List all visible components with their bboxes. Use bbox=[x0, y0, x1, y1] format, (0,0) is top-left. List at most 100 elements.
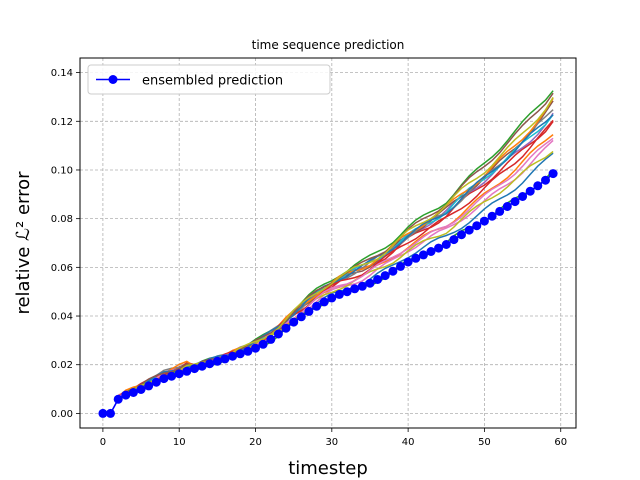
x-tick-label: 20 bbox=[249, 437, 262, 448]
ensembled-point bbox=[548, 169, 558, 179]
member-series bbox=[117, 90, 554, 402]
member-line bbox=[117, 114, 554, 399]
x-tick-label: 40 bbox=[402, 437, 415, 448]
ensembled-point bbox=[304, 306, 314, 316]
ensembled-point bbox=[273, 329, 283, 339]
ensembled-point bbox=[388, 266, 398, 276]
y-tick-label: 0.08 bbox=[51, 214, 73, 225]
y-tick-label: 0.00 bbox=[51, 409, 73, 420]
ensembled-point bbox=[472, 221, 482, 231]
member-line bbox=[117, 92, 554, 401]
member-line bbox=[117, 112, 554, 401]
y-axis: 0.00 0.02 0.04 0.06 0.08 0.10 0.12 0.14 bbox=[51, 68, 80, 420]
ensembled-point bbox=[449, 235, 459, 245]
ensembled-point bbox=[182, 366, 192, 376]
ensembled-point bbox=[396, 261, 405, 271]
ensembled-point bbox=[266, 334, 276, 344]
ensembled-point bbox=[502, 202, 512, 211]
ensembled-point bbox=[190, 364, 199, 374]
ensembled-point bbox=[525, 186, 535, 196]
ensembled-point bbox=[144, 381, 154, 391]
y-tick-label: 0.02 bbox=[51, 360, 73, 371]
ensembled-point bbox=[441, 240, 451, 249]
ensembled-point bbox=[296, 312, 306, 322]
x-tick-label: 50 bbox=[478, 437, 491, 448]
ensembled-point bbox=[113, 394, 123, 404]
ensembled-point bbox=[159, 374, 169, 384]
y-tick-label: 0.10 bbox=[51, 165, 73, 176]
grid bbox=[80, 58, 576, 428]
member-line bbox=[117, 97, 554, 402]
x-axis-title: timestep bbox=[288, 458, 368, 479]
ensembled-point bbox=[380, 271, 390, 281]
y-tick-label: 0.14 bbox=[51, 68, 73, 79]
ensembled-point bbox=[167, 371, 177, 381]
ensembled-point bbox=[342, 287, 352, 297]
ensembled-point bbox=[235, 349, 245, 359]
ensembled-point bbox=[220, 354, 230, 364]
member-line bbox=[117, 119, 554, 397]
ensembled-point bbox=[243, 346, 253, 356]
ensembled-point bbox=[426, 247, 436, 256]
ensembled-point bbox=[479, 216, 489, 226]
legend-box bbox=[87, 64, 331, 95]
chart-title: time sequence prediction bbox=[252, 38, 405, 52]
y-tick-label: 0.04 bbox=[51, 312, 73, 323]
x-tick-label: 30 bbox=[325, 437, 338, 448]
legend: ensembled prediction bbox=[87, 64, 331, 95]
member-line bbox=[117, 109, 554, 397]
ensembled-point bbox=[418, 250, 428, 260]
ensembled-series bbox=[98, 169, 558, 418]
ensembled-point bbox=[357, 281, 367, 291]
y-axis-title: relative ℒ² error bbox=[13, 171, 34, 315]
ensembled-point bbox=[251, 343, 260, 353]
ensembled-point bbox=[510, 197, 520, 207]
ensembled-point bbox=[319, 297, 329, 307]
legend-label: ensembled prediction bbox=[142, 74, 283, 89]
x-tick-label: 0 bbox=[100, 437, 106, 448]
ensembled-point bbox=[541, 175, 550, 185]
ensembled-point bbox=[228, 351, 238, 361]
ensembled-point bbox=[212, 356, 222, 366]
plot-frame bbox=[79, 57, 577, 429]
member-line bbox=[117, 100, 554, 398]
ensembled-point bbox=[121, 390, 131, 400]
ensembled-point bbox=[518, 192, 528, 201]
ensembled-point bbox=[365, 278, 375, 288]
ensembled-point bbox=[334, 289, 344, 299]
ensembled-point bbox=[258, 339, 268, 349]
ensembled-point bbox=[434, 243, 444, 253]
ensembled-point bbox=[136, 385, 146, 394]
ensembled-point bbox=[312, 301, 322, 311]
legend-marker bbox=[108, 75, 118, 84]
ensembled-point bbox=[197, 361, 207, 371]
ensembled-point bbox=[487, 211, 497, 221]
ensembled-point bbox=[174, 369, 184, 379]
ensembled-point bbox=[350, 284, 360, 294]
member-line bbox=[117, 97, 554, 398]
member-line bbox=[117, 90, 554, 400]
ensembled-point bbox=[403, 257, 413, 267]
x-axis: 0 10 20 30 40 50 60 bbox=[100, 428, 567, 448]
member-line bbox=[117, 152, 554, 397]
ensembled-point bbox=[289, 317, 299, 327]
ensembled-point bbox=[327, 293, 337, 303]
ensembled-point bbox=[373, 275, 383, 284]
ensembled-point bbox=[205, 359, 215, 369]
ensembled-point bbox=[151, 377, 161, 387]
ensembled-point bbox=[464, 225, 474, 235]
ensembled-point bbox=[533, 181, 543, 191]
ensembled-point bbox=[128, 388, 138, 397]
member-line bbox=[117, 114, 554, 402]
x-tick-label: 60 bbox=[554, 437, 567, 448]
x-tick-label: 10 bbox=[173, 437, 186, 448]
ensembled-point bbox=[281, 323, 291, 333]
ensembled-point bbox=[495, 206, 505, 216]
y-tick-label: 0.12 bbox=[51, 117, 73, 128]
ensembled-point bbox=[98, 408, 108, 418]
ensembled-point bbox=[106, 408, 115, 418]
ensembled-point bbox=[411, 253, 421, 263]
ensembled-point bbox=[457, 230, 466, 240]
y-tick-label: 0.06 bbox=[51, 263, 73, 274]
